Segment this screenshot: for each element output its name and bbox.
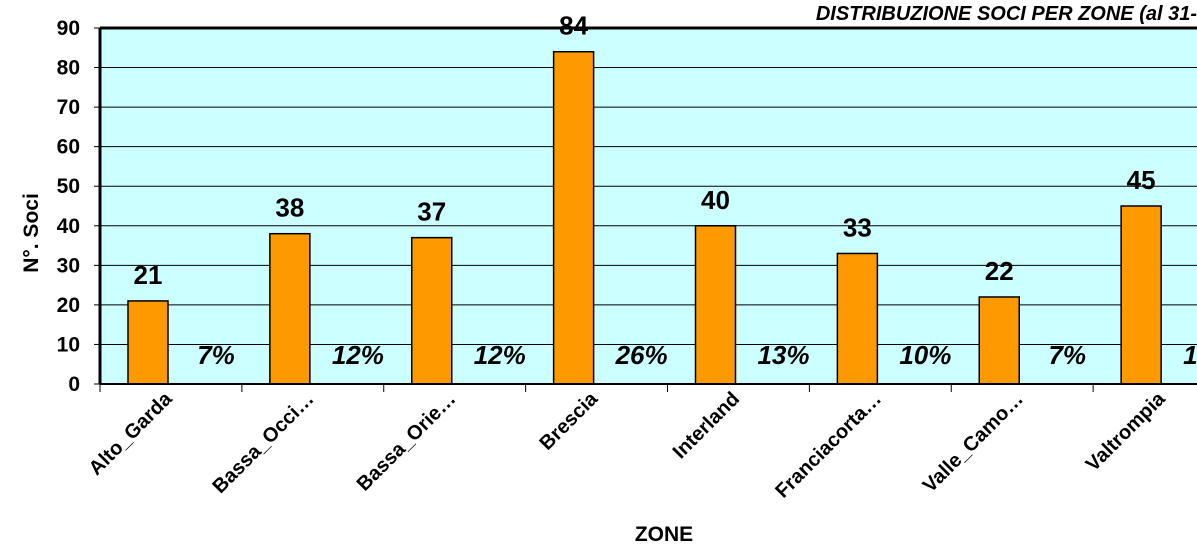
- x-tick-label: Valtrompia: [1082, 387, 1170, 475]
- chart-title: DISTRIBUZIONE SOCI PER ZONE (al 31-: [816, 3, 1197, 25]
- percent-label: 7%: [197, 340, 235, 370]
- plot-area: [100, 28, 1197, 384]
- percent-label: 13%: [757, 340, 809, 370]
- bar: [411, 236, 453, 385]
- x-tick-label: Interland: [669, 388, 744, 463]
- x-tick-label: Bassa_Orie…: [353, 388, 461, 496]
- bars: [127, 50, 1162, 385]
- x-tick-label: Franciacorta…: [771, 388, 886, 503]
- percent-label: 12%: [332, 340, 384, 370]
- y-tick-label: 70: [57, 96, 80, 119]
- y-tick-label: 40: [57, 215, 80, 238]
- value-label: 21: [134, 260, 163, 290]
- bar: [269, 232, 311, 385]
- axes: [94, 26, 1197, 392]
- bar: [127, 300, 169, 385]
- bar: [978, 296, 1020, 385]
- x-tick-label: Alto_Garda: [85, 387, 177, 479]
- percent-label: 10%: [899, 340, 951, 370]
- value-label: 37: [417, 197, 446, 227]
- percent-labels: 7% 12% 12% 26% 13% 10% 7% 14%: [197, 340, 1197, 370]
- y-tick-label: 10: [57, 333, 80, 356]
- y-tick-label: 80: [57, 57, 80, 80]
- y-axis-label: N°. Soci: [20, 193, 43, 273]
- bar: [552, 50, 595, 385]
- percent-label: 12%: [474, 340, 526, 370]
- value-label: 22: [985, 256, 1014, 286]
- value-label: 45: [1127, 165, 1156, 195]
- value-labels: 21 38 37 84 40 33 22 45: [134, 11, 1156, 290]
- y-tick-label: 0: [68, 373, 80, 396]
- x-tick-label: Bassa_Occi…: [209, 388, 319, 498]
- value-label: 38: [275, 193, 304, 223]
- value-label: 84: [559, 11, 588, 41]
- value-label: 33: [843, 212, 872, 242]
- x-tick-labels: Alto_Garda Bassa_Occi… Bassa_Orie… Brescia I…: [85, 387, 1171, 502]
- bar: [836, 252, 879, 385]
- x-axis-label: ZONE: [635, 523, 693, 546]
- y-tick-label: 60: [57, 136, 80, 159]
- x-tick-label: Valle_Camo…: [919, 388, 1028, 497]
- y-tick-label: 50: [57, 175, 80, 198]
- bar: [694, 225, 737, 385]
- percent-label: 14%: [1183, 340, 1197, 370]
- y-tick-label: 30: [57, 254, 80, 277]
- value-label: 40: [701, 185, 730, 215]
- bar: [1120, 205, 1162, 385]
- y-tick-label: 20: [57, 294, 80, 317]
- percent-label: 7%: [1048, 340, 1086, 370]
- y-tick-label: 90: [57, 17, 80, 40]
- percent-label: 26%: [615, 340, 668, 370]
- x-tick-label: Brescia: [535, 387, 602, 454]
- y-tick-labels: 0 10 20 30 40 50 60 70 80 90: [57, 17, 80, 396]
